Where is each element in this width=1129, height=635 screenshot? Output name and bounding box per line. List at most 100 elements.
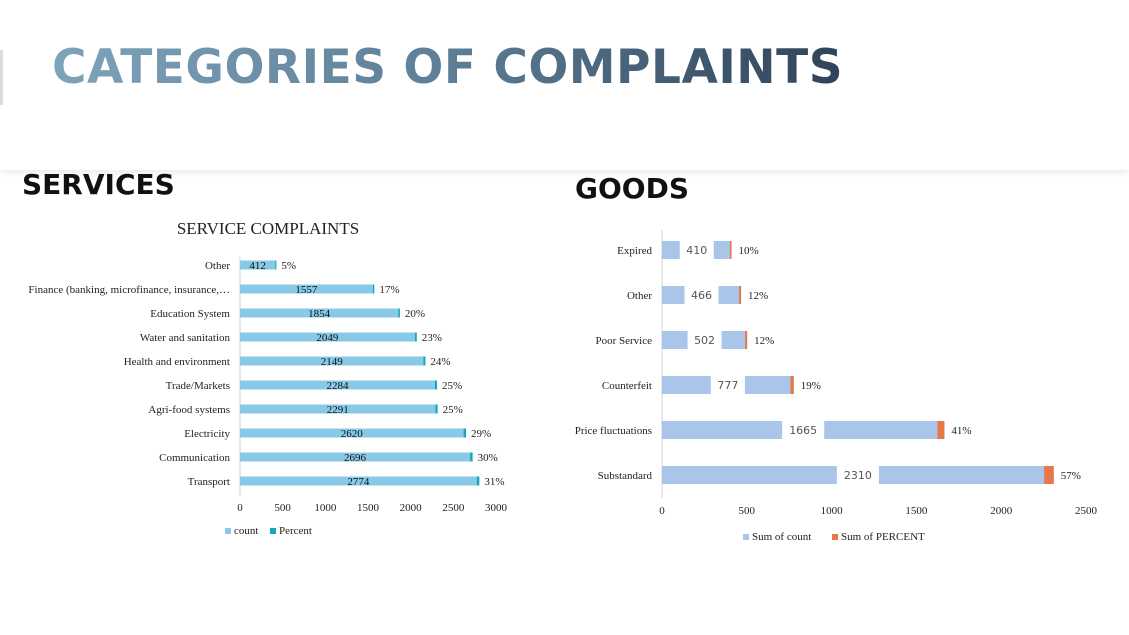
goods-count-label-background — [782, 421, 825, 439]
service-count-bar — [240, 428, 464, 438]
service-percent-data-label: 23% — [422, 332, 442, 344]
goods-x-tick-label: 2500 — [1075, 505, 1098, 517]
goods-legend-percent-swatch — [832, 534, 838, 540]
left-accent-bar — [0, 50, 3, 105]
header-band — [0, 0, 1129, 170]
goods-category-label: Counterfeit — [602, 380, 652, 392]
goods-count-data-label: 466 — [691, 289, 712, 302]
service-category-label: Trade/Markets — [166, 380, 230, 392]
service-percent-data-label: 29% — [471, 428, 491, 440]
service-count-bar — [240, 452, 471, 462]
service-percent-data-label: 20% — [405, 308, 425, 320]
goods-count-data-label: 502 — [694, 334, 715, 347]
service-complaints-chart: SERVICE COMPLAINTS Other 412 5% Finance (ban… — [28, 219, 508, 537]
goods-count-label-background — [684, 286, 719, 304]
service-count-bar — [240, 284, 373, 294]
service-percent-bar — [398, 308, 400, 318]
goods-percent-data-label: 57% — [1061, 470, 1081, 482]
service-count-data-label: 2696 — [344, 452, 367, 464]
goods-legend-percent-label: Sum of PERCENT — [841, 531, 925, 543]
service-count-data-label: 2049 — [316, 332, 339, 344]
service-legend-percent-label: Percent — [279, 525, 312, 537]
goods-category-label: Price fluctuations — [575, 425, 652, 437]
service-count-bar — [240, 332, 415, 342]
service-category-label: Electricity — [184, 428, 230, 440]
goods-percent-data-label: 19% — [801, 380, 821, 392]
service-x-tick-label: 1000 — [314, 502, 337, 514]
service-legend-count-label: count — [234, 525, 258, 537]
service-count-bar — [240, 404, 436, 414]
service-percent-data-label: 31% — [484, 476, 504, 488]
service-count-bar — [240, 356, 424, 366]
goods-percent-data-label: 12% — [748, 290, 768, 302]
goods-x-tick-label: 2000 — [990, 505, 1013, 517]
service-percent-bar — [414, 332, 417, 342]
service-count-data-label: 1557 — [295, 284, 318, 296]
service-percent-bar — [423, 356, 426, 366]
service-x-tick-label: 2000 — [400, 502, 423, 514]
service-count-bar — [240, 476, 477, 486]
service-percent-data-label: 25% — [442, 380, 462, 392]
goods-count-label-background — [836, 466, 879, 484]
goods-count-data-label: 777 — [717, 379, 738, 392]
service-percent-bar — [434, 380, 438, 390]
goods-category-label: Expired — [617, 245, 652, 257]
service-count-data-label: 2149 — [321, 356, 344, 368]
service-percent-data-label: 30% — [478, 452, 498, 464]
service-count-bar — [240, 260, 276, 270]
service-count-bar — [240, 308, 399, 318]
goods-category-label: Other — [627, 290, 652, 302]
service-legend-count-swatch — [225, 528, 231, 534]
service-count-data-label: 2620 — [341, 428, 364, 440]
goods-percent-data-label: 10% — [739, 245, 759, 257]
service-x-tick-label: 3000 — [485, 502, 508, 514]
service-category-label: Water and sanitation — [140, 332, 231, 344]
service-x-tick-label: 2500 — [442, 502, 465, 514]
service-percent-data-label: 17% — [379, 284, 399, 296]
service-count-data-label: 1854 — [308, 308, 331, 320]
service-count-data-label: 2774 — [347, 476, 370, 488]
service-percent-data-label: 24% — [430, 356, 450, 368]
goods-count-data-label: 1665 — [789, 424, 817, 437]
goods-legend-count-swatch — [743, 534, 749, 540]
slide-title: CATEGORIES OF COMPLAINTS — [52, 40, 844, 95]
service-category-label: Education System — [150, 308, 230, 320]
service-percent-bar — [476, 476, 480, 486]
service-percent-data-label: 25% — [443, 404, 463, 416]
goods-percent-bar — [729, 241, 732, 259]
goods-complaints-chart: Expired 410 10% Other 466 12% Poor Service 502 1… — [575, 230, 1098, 543]
goods-x-tick-label: 1500 — [905, 505, 928, 517]
service-count-data-label: 412 — [249, 260, 266, 272]
goods-percent-bar — [745, 331, 748, 349]
service-percent-data-label: 5% — [281, 260, 296, 272]
service-category-label: Transport — [188, 476, 230, 488]
service-percent-bar — [372, 284, 375, 294]
goods-percent-data-label: 12% — [754, 335, 774, 347]
service-count-data-label: 2291 — [327, 404, 349, 416]
goods-count-data-label: 410 — [686, 244, 707, 257]
service-count-data-label: 2284 — [326, 380, 349, 392]
service-percent-bar — [435, 404, 438, 414]
service-category-label: Communication — [159, 452, 230, 464]
service-category-label: Other — [205, 260, 230, 272]
goods-category-label: Poor Service — [595, 335, 652, 347]
goods-percent-bar — [1044, 466, 1054, 484]
service-percent-bar — [470, 452, 473, 462]
goods-count-label-background — [687, 331, 722, 349]
service-category-label: Agri-food systems — [148, 404, 230, 416]
service-x-tick-label: 0 — [237, 502, 243, 514]
goods-percent-data-label: 41% — [951, 425, 971, 437]
goods-x-tick-label: 1000 — [821, 505, 844, 517]
service-percent-bar — [275, 260, 277, 270]
goods-x-tick-label: 0 — [659, 505, 665, 517]
services-heading: SERVICES — [22, 168, 175, 201]
goods-percent-bar — [790, 376, 794, 394]
service-category-label: Finance (banking, microfinance, insuranc… — [28, 284, 230, 296]
goods-percent-bar — [738, 286, 742, 304]
service-x-tick-label: 500 — [274, 502, 291, 514]
goods-legend-count-label: Sum of count — [752, 531, 811, 543]
goods-count-data-label: 2310 — [844, 469, 872, 482]
service-count-bar — [240, 380, 435, 390]
goods-category-label: Substandard — [598, 470, 653, 482]
goods-count-label-background — [679, 241, 714, 259]
